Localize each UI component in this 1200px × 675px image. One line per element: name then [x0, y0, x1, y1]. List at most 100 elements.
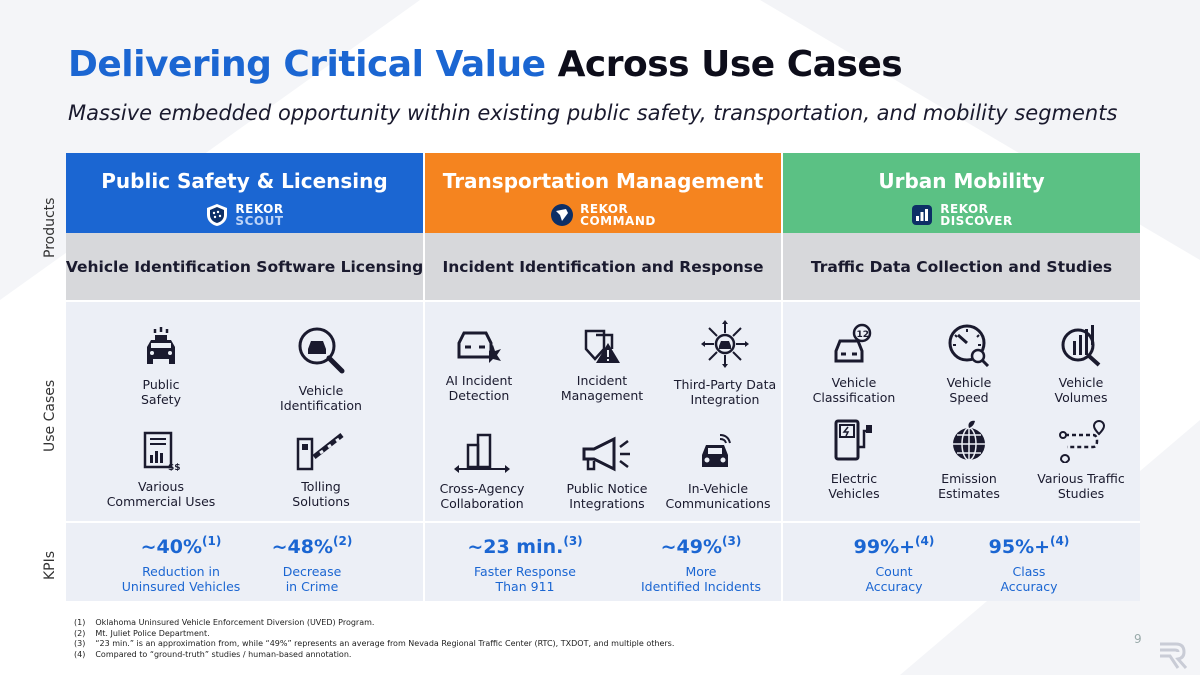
globe-leaf-icon: [953, 420, 985, 461]
column-divider: [781, 153, 783, 601]
use-case-label: AI Incident Detection: [445, 373, 513, 403]
rekor-discover-logo: REKOR DISCOVER: [783, 201, 1140, 229]
use-case-public-notice: Public Notice Integrations: [547, 435, 667, 511]
footnote: (2) Mt. Juliet Police Department.: [74, 629, 674, 640]
kpi-description: More Identified Incidents: [641, 564, 761, 594]
footnote: (4) Compared to “ground-truth” studies / …: [74, 650, 674, 661]
footnote: (3) “23 min.” is an approximation from, w…: [74, 639, 674, 650]
use-case-label: Vehicle Volumes: [1054, 375, 1108, 405]
use-case-public-safety: Public Safety: [106, 325, 216, 407]
police-car-icon: [147, 327, 175, 364]
rekor-command-logo: REKOR COMMAND: [425, 201, 781, 229]
use-case-label: Various Commercial Uses: [106, 479, 216, 509]
subheader-traffic: Traffic Data Collection and Studies: [783, 233, 1140, 300]
kpi-value: ~23 min.: [467, 536, 564, 558]
use-case-ai-incident: AI Incident Detection: [424, 325, 534, 403]
kpi-incidents: ~49%(3) More Identified Incidents: [631, 534, 771, 594]
footnote-text: Oklahoma Uninsured Vehicle Enforcement D…: [95, 618, 375, 627]
header-title: Transportation Management: [442, 169, 764, 193]
data-integration-icon: [701, 320, 749, 368]
title-accent: Delivering Critical Value: [68, 44, 546, 85]
footnote-num: (4): [74, 649, 86, 659]
use-case-commercial: $$$ Various Commercial Uses: [106, 431, 216, 509]
use-case-vehicle-identification: Vehicle Identification: [266, 325, 376, 413]
kpi-description: Decrease in Crime: [282, 564, 342, 594]
warning-signs-icon: [584, 329, 620, 363]
use-case-label: Vehicle Identification: [280, 383, 362, 413]
use-case-vehicle-classification: 12 Vehicle Classification: [799, 323, 909, 405]
title-rest: Across Use Cases: [545, 44, 903, 85]
use-case-incident-management: Incident Management: [547, 325, 657, 403]
use-case-traffic-studies: Various Traffic Studies: [1020, 419, 1142, 501]
kpi-ref: (3): [722, 534, 742, 548]
kpi-description: Faster Response Than 911: [474, 564, 576, 594]
use-case-in-vehicle: In-Vehicle Communications: [658, 429, 778, 511]
logo-line1: REKOR: [580, 202, 629, 216]
megaphone-icon: [582, 436, 630, 472]
use-case-vehicle-volumes: Vehicle Volumes: [1026, 323, 1136, 405]
use-case-label: Incident Management: [560, 373, 644, 403]
kpi-value: 99%+: [853, 536, 916, 558]
rekor-corner-logo-icon: [1160, 642, 1188, 669]
kpi-uninsured: ~40%(1) Reduction in Uninsured Vehicles: [111, 534, 251, 594]
side-label-kpis: KPIs: [42, 550, 58, 580]
use-case-vehicle-speed: Vehicle Speed: [914, 323, 1024, 405]
footnote-num: (3): [74, 639, 86, 648]
use-case-label: Emission Estimates: [938, 471, 1000, 501]
header-transportation: Transportation Management REKOR COMMAND: [425, 153, 781, 233]
kpi-ref: (4): [1050, 534, 1070, 548]
shield-logo-icon: [207, 204, 228, 226]
use-case-label: Tolling Solutions: [292, 479, 350, 509]
kpi-ref: (4): [915, 534, 935, 548]
speedometer-icon: [948, 324, 990, 367]
page-title: Delivering Critical Value Across Use Cas…: [68, 44, 903, 85]
svg-text:12: 12: [857, 330, 870, 340]
row-divider: [66, 521, 1140, 523]
footnote-text: Mt. Juliet Police Department.: [95, 628, 210, 638]
use-case-emission: Emission Estimates: [914, 419, 1024, 501]
footnotes: (1) Oklahoma Uninsured Vehicle Enforcemen…: [74, 618, 674, 660]
page-number: 9: [1134, 632, 1142, 646]
car-crash-icon: [457, 331, 501, 363]
kpi-ref: (3): [563, 534, 583, 548]
ev-charger-icon: [834, 419, 872, 461]
use-case-label: Public Notice Integrations: [566, 481, 648, 511]
side-label-use-cases: Use Cases: [42, 379, 58, 452]
subheader-incident: Incident Identification and Response: [425, 233, 781, 300]
use-case-grid: Public Safety & Licensing REKOR SCOUT Tra…: [66, 153, 1140, 601]
footnote-text: Compared to “ground-truth” studies / hum…: [95, 649, 352, 659]
kpi-value: ~49%: [660, 536, 723, 558]
vehicle-search-icon: [298, 327, 345, 374]
kpi-class-accuracy: 95%+(4) Class Accuracy: [959, 534, 1099, 594]
eagle-logo-icon: [551, 204, 574, 226]
header-urban-mobility: Urban Mobility REKOR DISCOVER: [783, 153, 1140, 233]
header-title: Urban Mobility: [878, 169, 1045, 193]
toll-gate-icon: [296, 433, 344, 471]
volume-chart-icon: [1061, 325, 1101, 367]
logo-line2: SCOUT: [235, 214, 284, 228]
report-chart-icon: $$$: [143, 431, 181, 471]
subheader-licensing: Vehicle Identification Software Licensin…: [66, 233, 423, 300]
use-case-cross-agency: Cross-Agency Collaboration: [427, 431, 537, 511]
use-case-label: Vehicle Speed: [946, 375, 992, 405]
footnote-text: “23 min.” is an approximation from, whil…: [95, 639, 675, 648]
kpi-description: Class Accuracy: [1000, 564, 1058, 594]
use-case-label: Cross-Agency Collaboration: [439, 481, 525, 511]
use-case-label: Third-Party Data Integration: [673, 377, 777, 407]
row-divider: [66, 300, 1140, 302]
footnote-num: (2): [74, 628, 86, 638]
footnote-num: (1): [74, 618, 86, 627]
collaboration-icon: [454, 433, 510, 473]
kpi-value: ~40%: [140, 536, 203, 558]
use-case-label: Vehicle Classification: [812, 375, 896, 405]
kpi-response: ~23 min.(3) Faster Response Than 911: [455, 534, 595, 594]
footnote: (1) Oklahoma Uninsured Vehicle Enforcemen…: [74, 618, 674, 629]
connected-car-icon: [702, 434, 731, 467]
use-case-electric-vehicles: Electric Vehicles: [799, 419, 909, 501]
use-case-label: Electric Vehicles: [828, 471, 880, 501]
car-count-icon: 12: [834, 323, 872, 363]
header-title: Public Safety & Licensing: [101, 169, 388, 193]
use-case-label: Public Safety: [141, 377, 181, 407]
kpi-description: Count Accuracy: [865, 564, 923, 594]
kpi-crime: ~48%(2) Decrease in Crime: [242, 534, 382, 594]
